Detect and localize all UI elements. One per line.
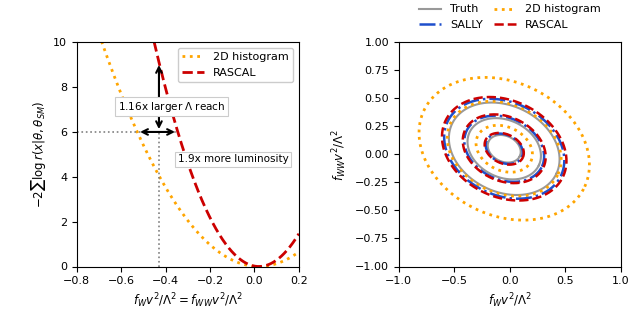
Line: Truth: Truth [488, 135, 521, 162]
SALLY [483, 147, 490, 150]
Truth [497, 133, 504, 137]
Truth [516, 154, 524, 158]
Line: SALLY: SALLY [486, 134, 523, 164]
RASCAL [495, 131, 503, 135]
RASCAL [481, 147, 489, 150]
X-axis label: $f_W v^2/\Lambda^2$: $f_W v^2/\Lambda^2$ [488, 292, 532, 310]
X-axis label: $f_W v^2/\Lambda^2 = f_{WW} v^2/\Lambda^2$: $f_W v^2/\Lambda^2 = f_{WW} v^2/\Lambda^… [132, 292, 243, 310]
Truth [484, 147, 492, 151]
Truth [516, 154, 524, 158]
SALLY [495, 160, 502, 164]
RASCAL [486, 154, 493, 158]
Line: 2D histogram: 2D histogram [476, 125, 532, 172]
2D histogram [473, 147, 481, 151]
2D histogram [527, 159, 535, 163]
Legend: 2D histogram, RASCAL: 2D histogram, RASCAL [177, 48, 293, 82]
2D histogram [508, 126, 516, 130]
Truth [487, 136, 495, 140]
RASCAL [484, 135, 492, 138]
2D histogram [492, 167, 500, 171]
Y-axis label: $f_{WW} v^2/\Lambda^2$: $f_{WW} v^2/\Lambda^2$ [331, 128, 349, 181]
Text: 1.16x larger $\Lambda$ reach: 1.16x larger $\Lambda$ reach [118, 99, 225, 113]
Legend: Truth, SALLY, 2D histogram, RASCAL: Truth, SALLY, 2D histogram, RASCAL [415, 0, 605, 34]
RASCAL [514, 139, 522, 143]
SALLY [513, 139, 521, 143]
RASCAL [519, 156, 527, 160]
2D histogram [507, 170, 515, 174]
2D histogram [493, 124, 501, 127]
Truth [512, 140, 520, 144]
RASCAL [506, 163, 513, 167]
SALLY [485, 135, 493, 139]
SALLY [495, 132, 503, 136]
SALLY [505, 162, 513, 166]
SALLY [506, 134, 513, 138]
RASCAL [519, 156, 527, 160]
SALLY [518, 155, 525, 159]
Line: RASCAL: RASCAL [484, 133, 524, 165]
SALLY [487, 154, 495, 158]
RASCAL [495, 160, 502, 164]
2D histogram [520, 135, 528, 138]
SALLY [518, 155, 525, 159]
Truth [505, 135, 513, 139]
Text: 1.9x more luminosity: 1.9x more luminosity [178, 154, 289, 164]
Truth [504, 161, 512, 164]
RASCAL [506, 133, 513, 137]
Truth [488, 153, 496, 157]
Y-axis label: $-2\sum \log r(x|\theta, \theta_{SM})$: $-2\sum \log r(x|\theta, \theta_{SM})$ [29, 101, 47, 208]
Truth [495, 159, 503, 162]
2D histogram [479, 158, 487, 162]
2D histogram [527, 159, 535, 163]
2D histogram [477, 129, 485, 133]
